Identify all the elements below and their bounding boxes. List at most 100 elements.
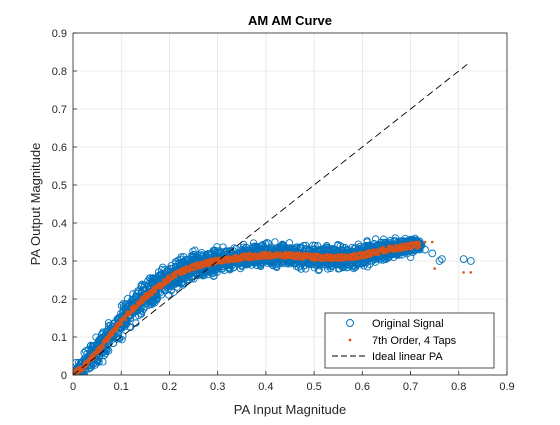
y-tick-label: 0.9 bbox=[52, 28, 67, 40]
model-fit-point bbox=[375, 248, 378, 251]
legend: Original Signal 7th Order, 4 Taps Ideal … bbox=[324, 312, 495, 369]
original-signal-point bbox=[140, 281, 149, 289]
original-signal-point bbox=[159, 263, 167, 271]
model-fit-point bbox=[203, 262, 206, 265]
model-fit-point bbox=[120, 323, 124, 326]
model-fit-point bbox=[418, 242, 422, 246]
model-fit-point bbox=[111, 333, 115, 337]
model-fit-point bbox=[433, 267, 436, 270]
axes-box bbox=[72, 32, 508, 376]
model-fit-point bbox=[362, 256, 365, 260]
legend-label-ideal: Ideal linear PA bbox=[372, 351, 443, 363]
y-tick-label: 0.4 bbox=[52, 218, 67, 230]
y-tick-label: 0.5 bbox=[52, 180, 67, 192]
original-signal-point bbox=[151, 295, 159, 304]
x-axis-title: PA Input Magnitude bbox=[234, 402, 347, 417]
original-signal-point bbox=[87, 341, 95, 350]
model-fit-point bbox=[295, 257, 299, 261]
original-signal-point bbox=[358, 259, 366, 267]
y-tick-label: 0.6 bbox=[52, 142, 67, 154]
model-fit-point bbox=[86, 362, 90, 366]
data-layer bbox=[73, 63, 475, 375]
x-tick-label: 0 bbox=[70, 381, 76, 393]
original-signal-point bbox=[99, 349, 107, 357]
model-fit-point bbox=[109, 330, 113, 333]
model-fit-point bbox=[154, 290, 157, 293]
original-signal-point bbox=[406, 253, 415, 262]
original-signal-point bbox=[147, 297, 155, 305]
model-fit-point bbox=[125, 310, 129, 313]
original-signal-point bbox=[132, 319, 140, 327]
legend-marker-fit bbox=[348, 338, 352, 342]
model-fit-point bbox=[469, 271, 473, 274]
model-fit-point bbox=[462, 271, 465, 274]
model-fit-point bbox=[189, 268, 192, 271]
original-signal-point bbox=[187, 252, 195, 260]
original-signal-point bbox=[314, 266, 323, 275]
model-fit-point bbox=[418, 245, 422, 248]
original-signal-point bbox=[157, 272, 165, 280]
original-signal-point bbox=[113, 335, 121, 343]
y-axis-title: PA Output Magnitude bbox=[28, 143, 43, 266]
original-signal-point bbox=[300, 262, 308, 270]
model-fit-point bbox=[405, 248, 409, 251]
original-signal-point bbox=[421, 245, 429, 254]
original-signal-point bbox=[210, 272, 218, 280]
original-signal-point bbox=[152, 292, 161, 300]
original-signal-point bbox=[377, 238, 386, 247]
ideal-linear-line bbox=[73, 63, 469, 375]
y-tick-label: 0.2 bbox=[52, 294, 67, 306]
x-tick-label: 0.4 bbox=[258, 381, 273, 393]
x-tick-label: 0.3 bbox=[210, 381, 225, 393]
original-signal-point bbox=[209, 246, 217, 255]
model-fit-point bbox=[382, 245, 386, 249]
x-tick-label: 0.7 bbox=[403, 381, 418, 393]
ideal-line-series bbox=[73, 63, 469, 375]
x-tick-labels: 0 0.1 0.2 0.3 0.4 0.5 0.6 0.7 0.8 0.9 bbox=[70, 381, 515, 393]
original-signal-point bbox=[140, 305, 148, 313]
y-tick-label: 0.7 bbox=[52, 104, 67, 116]
model-fit-point bbox=[365, 249, 368, 253]
y-tick-label: 0.3 bbox=[52, 256, 67, 268]
original-signal-point bbox=[198, 270, 207, 279]
model-fit-point bbox=[124, 318, 128, 321]
original-signal-point bbox=[378, 253, 387, 262]
model-fit-point bbox=[155, 287, 158, 291]
original-signal-point bbox=[428, 249, 437, 258]
original-signal-point bbox=[151, 293, 159, 301]
x-tick-label: 0.1 bbox=[114, 381, 129, 393]
original-signal-point bbox=[271, 238, 279, 246]
original-signal-point bbox=[309, 241, 317, 249]
model-fit-point bbox=[101, 345, 105, 349]
original-signal-point bbox=[466, 257, 475, 265]
original-signal-point bbox=[226, 266, 234, 274]
original-signal-point bbox=[438, 255, 446, 263]
original-signal-point bbox=[83, 349, 91, 358]
original-signal-point bbox=[307, 260, 316, 269]
model-fit-point bbox=[253, 252, 257, 255]
model-fit-point bbox=[430, 240, 434, 244]
original-signal-point bbox=[363, 238, 371, 246]
model-fit-point bbox=[160, 285, 164, 289]
model-fit-point bbox=[276, 255, 280, 259]
original-signal-point bbox=[281, 243, 289, 251]
original-signal-point bbox=[168, 265, 176, 273]
model-fit-point bbox=[400, 242, 404, 246]
legend-marker-original bbox=[346, 319, 354, 327]
original-signal-point bbox=[348, 262, 357, 270]
original-signal-point bbox=[395, 251, 403, 259]
original-signal-point bbox=[459, 255, 468, 263]
x-tick-label: 0.9 bbox=[499, 381, 514, 393]
model-fit-point bbox=[115, 328, 118, 332]
original-signal-point bbox=[179, 281, 187, 289]
legend-label-fit: 7th Order, 4 Taps bbox=[372, 335, 457, 347]
original-signal-point bbox=[135, 311, 143, 320]
model-fit-point bbox=[94, 355, 97, 358]
legend-label-original: Original Signal bbox=[372, 318, 444, 330]
original-signal-point bbox=[315, 265, 323, 274]
model-fit-point bbox=[373, 249, 376, 252]
model-fit-point bbox=[129, 311, 133, 315]
original-signal-point bbox=[252, 242, 261, 251]
original-signal-point bbox=[95, 358, 103, 366]
